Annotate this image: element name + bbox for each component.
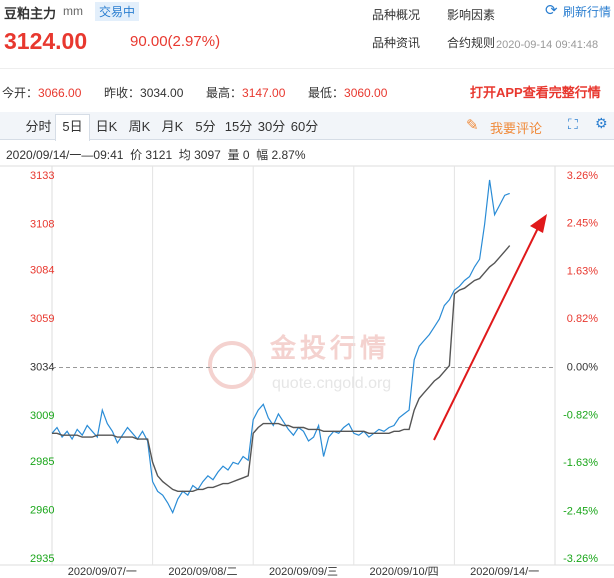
x-tick-label: 2020/09/14/一 — [470, 566, 539, 578]
y-tick-label: 3009 — [30, 410, 54, 422]
y-tick-label: 3059 — [30, 313, 54, 325]
tab[interactable]: 15分 — [224, 119, 253, 134]
stat-value: 3060.00 — [344, 86, 388, 100]
tab[interactable]: 月K — [161, 119, 184, 134]
y-tick-label: 2960 — [30, 505, 54, 517]
app-link[interactable]: 打开APP查看完整行情 — [470, 85, 601, 100]
y-tick-label: 3084 — [30, 265, 54, 277]
tab[interactable]: 分时 — [25, 119, 52, 134]
tab[interactable]: 5分 — [195, 119, 216, 134]
y-tick-label: 3133 — [30, 170, 54, 182]
tab[interactable]: 60分 — [290, 119, 319, 134]
stat-value: 3147.00 — [242, 86, 286, 100]
watermark: quote.cngold.org — [272, 375, 391, 392]
settings-icon[interactable]: ⚙ — [595, 115, 608, 131]
status: 交易中 — [95, 2, 140, 21]
change: 90.00(2.97%) — [130, 33, 221, 50]
refresh[interactable]: 刷新行情 — [563, 5, 612, 19]
tab-bar — [0, 112, 614, 140]
y2-tick-label: 2.45% — [567, 217, 598, 229]
watermark: 金投行情 — [269, 333, 390, 363]
y-tick-label: 2935 — [30, 553, 54, 565]
series-line — [52, 245, 511, 492]
comment-icon[interactable]: ✎ — [466, 117, 479, 134]
x-tick-label: 2020/09/10/四 — [370, 566, 439, 578]
stat-label: 今开： — [2, 86, 39, 100]
info: 2020/09/14/一—09:41 价 3121 均 3097 量 0 幅 2… — [6, 148, 306, 162]
time: 2020-09-14 09:41:48 — [496, 39, 599, 51]
stat: 最高：3147.00 — [206, 84, 285, 101]
link[interactable]: 品种概况 — [372, 8, 421, 22]
watermark-logo — [208, 341, 256, 389]
unit: mm — [63, 4, 83, 18]
tab[interactable]: 30分 — [257, 119, 286, 134]
series-line — [51, 179, 510, 515]
refresh-icon[interactable]: ⟳ — [545, 2, 558, 19]
tab[interactable]: 周K — [128, 119, 151, 134]
stat: 今开：3066.00 — [2, 84, 81, 101]
y2-tick-label: -0.82% — [563, 410, 598, 422]
link[interactable]: 品种资讯 — [372, 36, 421, 50]
stat-value: 3066.00 — [38, 86, 82, 100]
stat-label: 最低： — [308, 86, 345, 100]
y2-tick-label: 0.00% — [567, 361, 598, 373]
x-tick-label: 2020/09/09/三 — [269, 566, 338, 578]
trend-arrow-head — [530, 214, 547, 233]
divider — [0, 68, 614, 69]
trend-arrow — [433, 227, 539, 441]
y-tick-label: 2985 — [30, 456, 54, 468]
stat-value: 3034.00 — [140, 86, 184, 100]
tab[interactable]: 日K — [95, 119, 118, 134]
stat-label: 最高： — [206, 86, 243, 100]
tab[interactable]: 5日 — [55, 114, 90, 141]
y2-tick-label: -3.26% — [563, 553, 598, 565]
fullscreen-icon[interactable]: ⛶ — [568, 116, 578, 132]
name: 豆粕主力 — [4, 6, 57, 21]
x-tick-label: 2020/09/08/二 — [168, 566, 237, 578]
y-tick-label: 3108 — [30, 218, 54, 230]
link[interactable]: 合约规则 — [447, 36, 496, 50]
stat: 昨收：3034.00 — [104, 84, 183, 101]
link[interactable]: 影响因素 — [447, 8, 496, 22]
y2-tick-label: -2.45% — [563, 505, 598, 517]
y2-tick-label: 0.82% — [567, 313, 598, 325]
y2-tick-label: 3.26% — [567, 170, 598, 182]
x-tick-label: 2020/09/07/一 — [68, 566, 137, 578]
y2-tick-label: 1.63% — [567, 266, 598, 278]
stat: 最低：3060.00 — [308, 84, 387, 101]
tabs: 分时 5日 日K 周K 月K 5分 15分 30分 60分 — [22, 114, 321, 141]
stat-label: 昨收： — [104, 86, 141, 100]
comment[interactable]: 我要评论 — [490, 121, 543, 136]
y-tick-label: 3034 — [30, 361, 54, 373]
y2-tick-label: -1.63% — [563, 457, 598, 469]
price: 3124.00 — [4, 28, 88, 54]
